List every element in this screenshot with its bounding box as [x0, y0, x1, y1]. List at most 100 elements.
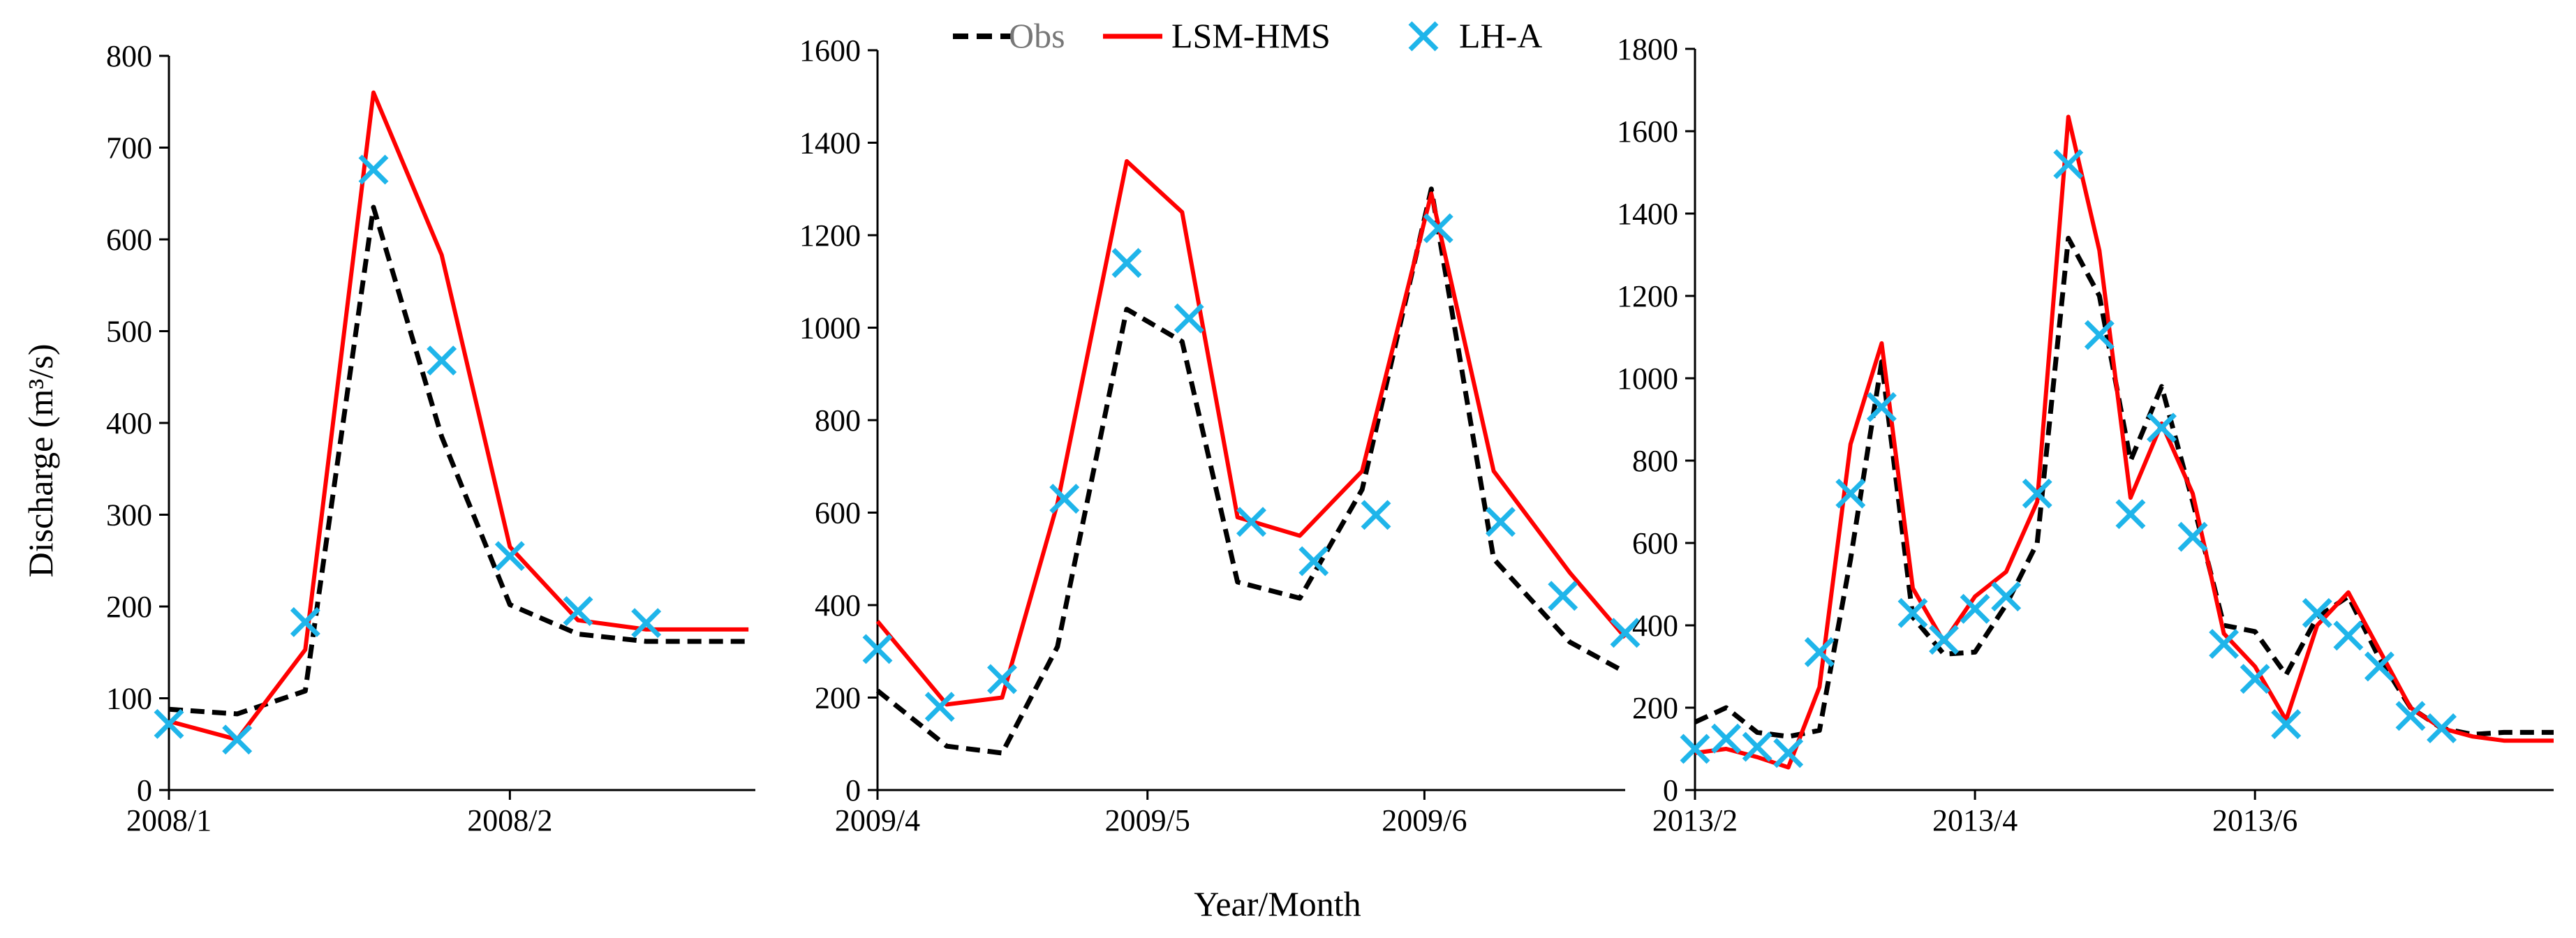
data-point-lh-a: [2084, 320, 2115, 350]
y-tick-label: 1000: [1617, 362, 1678, 396]
y-tick-label: 800: [106, 39, 152, 73]
y-tick-label: 400: [815, 588, 861, 623]
y-tick-label: 100: [106, 682, 152, 716]
legend-obs-label: Obs: [1009, 16, 1065, 55]
data-point-lh-a: [2364, 651, 2394, 682]
y-tick-label: 1600: [799, 34, 861, 68]
data-point-lh-a: [1298, 546, 1329, 576]
x-tick-label: 2008/2: [467, 803, 552, 838]
legend-lh-a-swatch: [1408, 21, 1439, 52]
x-tick-label: 2009/6: [1382, 803, 1467, 838]
data-point-lh-a: [1361, 500, 1391, 530]
data-point-lh-a: [222, 724, 253, 755]
data-point-lh-a: [2053, 149, 2084, 179]
data-point-lh-a: [2209, 629, 2240, 660]
legend-lsm-hms-label: LSM-HMS: [1171, 16, 1331, 55]
legend-item-lh-a: LH-A: [1408, 16, 1542, 55]
x-tick-label: 2009/5: [1105, 803, 1190, 838]
data-point-lh-a: [1548, 581, 1578, 611]
y-tick-label: 1400: [799, 126, 861, 161]
legend-lh-a-label: LH-A: [1459, 16, 1542, 55]
data-point-lh-a: [1742, 731, 1772, 762]
data-point-lh-a: [2115, 499, 2146, 530]
y-tick-label: 1200: [799, 218, 861, 253]
data-point-lh-a: [2177, 521, 2208, 552]
series-lh-a: [862, 213, 1641, 722]
data-point-lh-a: [2302, 597, 2332, 628]
x-axis-title: Year/Month: [1194, 884, 1361, 923]
series-line-lsm-hms: [875, 159, 1627, 707]
data-point-lh-a: [154, 708, 184, 739]
y-tick-label: 0: [137, 773, 152, 807]
data-point-lh-a: [1960, 593, 1990, 624]
panel-2009: 0 200 400 600 800 1000 1200 1400 1600 2009/4 2009/…: [799, 34, 1641, 838]
data-point-lh-a: [2271, 709, 2302, 740]
data-point-lh-a: [563, 596, 593, 627]
x-tick-label: 2013/4: [1932, 803, 2018, 838]
y-tick-label: 600: [106, 223, 152, 257]
x-tick-label: 2008/1: [126, 803, 212, 838]
data-point-lh-a: [1610, 618, 1641, 648]
data-point-lh-a: [1423, 213, 1453, 244]
series-lh-a: [154, 154, 662, 755]
data-point-lh-a: [358, 154, 389, 185]
y-tick-label: 600: [1632, 526, 1678, 560]
data-point-lh-a: [1049, 484, 1080, 514]
data-point-lh-a: [1236, 507, 1266, 537]
data-point-lh-a: [862, 634, 893, 664]
data-point-lh-a: [1991, 581, 2022, 612]
data-point-lh-a: [2427, 713, 2457, 743]
data-point-lh-a: [2240, 664, 2270, 694]
data-point-lh-a: [1111, 248, 1142, 278]
y-tick-label: 500: [106, 315, 152, 349]
data-point-lh-a: [924, 692, 955, 722]
y-tick-label: 800: [815, 403, 861, 438]
y-axis-title: Discharge (m³/s): [21, 344, 60, 578]
y-tick-label: 200: [815, 681, 861, 715]
y-tick-label: 1800: [1617, 32, 1678, 66]
data-point-lh-a: [2395, 701, 2426, 731]
data-point-lh-a: [2022, 478, 2052, 509]
data-point-lh-a: [1174, 303, 1204, 334]
data-point-lh-a: [1866, 392, 1897, 422]
data-point-lh-a: [1711, 723, 1742, 754]
y-tick-label: 200: [106, 590, 152, 624]
data-point-lh-a: [1804, 636, 1835, 667]
data-point-lh-a: [1680, 734, 1710, 764]
y-tick-label: 300: [106, 498, 152, 533]
y-tick-label: 1400: [1617, 197, 1678, 231]
y-tick-label: 400: [1632, 609, 1678, 643]
data-point-lh-a: [631, 608, 662, 639]
legend-item-obs: Obs: [953, 16, 1065, 55]
y-tick-label: 600: [815, 496, 861, 530]
data-point-lh-a: [1486, 507, 1516, 537]
data-point-lh-a: [1773, 738, 1804, 768]
legend-item-lsm-hms: LSM-HMS: [1103, 16, 1331, 55]
y-tick-label: 400: [106, 406, 152, 440]
legend: Obs LSM-HMS LH-A: [953, 16, 1542, 55]
data-point-lh-a: [427, 345, 457, 376]
data-point-lh-a: [1929, 625, 1959, 655]
y-tick-label: 1200: [1617, 279, 1678, 313]
y-tick-label: 200: [1632, 691, 1678, 725]
series-line-lsm-hms: [1694, 114, 2554, 770]
x-tick-label: 2009/4: [835, 803, 920, 838]
data-point-lh-a: [1835, 478, 1866, 509]
y-tick-label: 1600: [1617, 114, 1678, 149]
y-tick-label: 700: [106, 131, 152, 165]
data-point-lh-a: [2147, 412, 2177, 443]
series-line-obs: [875, 186, 1627, 756]
series-lh-a: [1680, 149, 2457, 768]
x-tick-label: 2013/6: [2212, 803, 2297, 838]
data-point-lh-a: [987, 664, 1017, 694]
y-tick-label: 800: [1632, 444, 1678, 478]
panel-2008: 0 100 200 300 400 500 600 700 800 2008/1 2008/2: [106, 39, 755, 838]
y-tick-label: 1000: [799, 311, 861, 345]
data-point-lh-a: [2333, 620, 2364, 651]
data-point-lh-a: [1897, 597, 1928, 628]
y-tick-label: 0: [845, 773, 861, 807]
data-point-lh-a: [290, 606, 320, 637]
data-point-lh-a: [494, 541, 525, 572]
